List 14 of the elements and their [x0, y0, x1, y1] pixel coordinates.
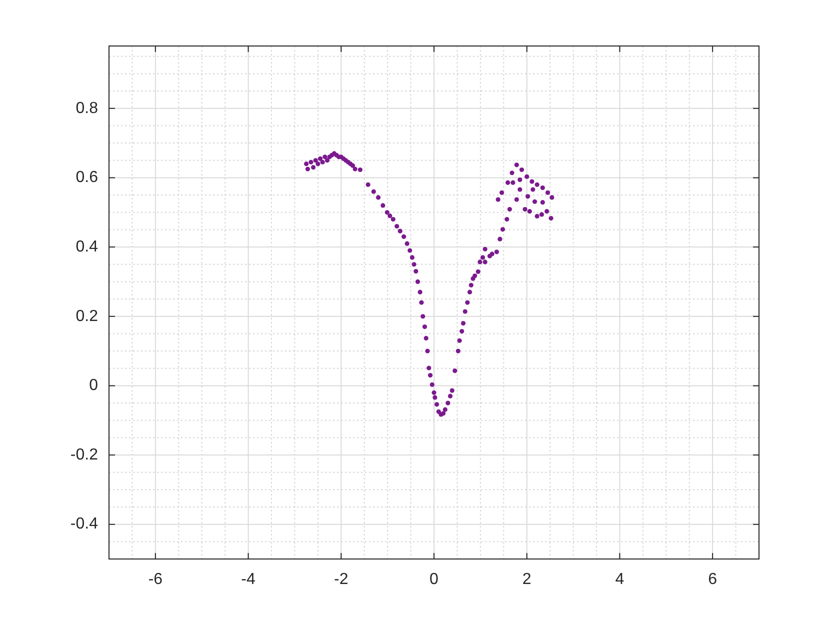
y-tick-label: 0: [89, 377, 98, 394]
x-tick-label: 2: [522, 571, 532, 588]
y-tick-label: 0.2: [76, 308, 98, 325]
y-tick-label: -0.2: [70, 446, 98, 464]
x-tick-label: -6: [148, 571, 163, 588]
x-tick-label: 6: [708, 571, 718, 588]
x-tick-label: -4: [241, 571, 256, 588]
y-tick-label: -0.4: [70, 516, 98, 533]
x-tick-label: -2: [334, 571, 348, 588]
x-tick-label: 0: [430, 571, 439, 588]
x-tick-label: 4: [615, 571, 624, 588]
y-tick-label: 0.6: [76, 169, 98, 186]
y-tick-label: 0.8: [76, 100, 98, 117]
y-tick-label: 0.4: [76, 238, 98, 256]
